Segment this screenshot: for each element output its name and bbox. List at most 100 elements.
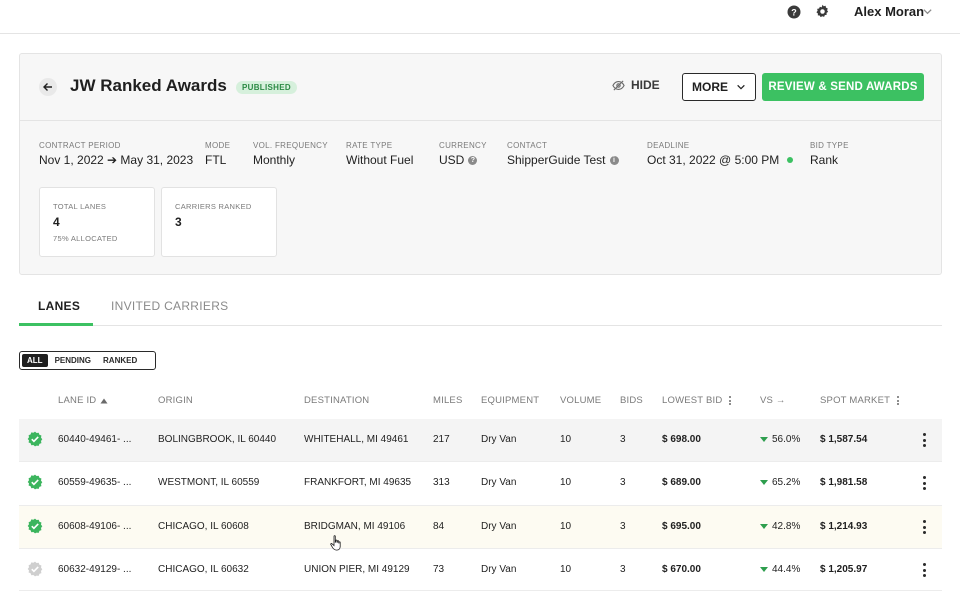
column-header-spot-market[interactable]: SPOT MARKET bbox=[820, 395, 900, 406]
cell-miles: 73 bbox=[433, 564, 445, 575]
cell-vs: 56.0% bbox=[760, 434, 800, 445]
vs-percent: 56.0% bbox=[772, 434, 801, 445]
column-header-vs[interactable]: VS → bbox=[760, 395, 786, 406]
chevron-down-icon bbox=[737, 84, 745, 90]
filter-pending[interactable]: PENDING bbox=[54, 356, 92, 365]
cell-vs: 42.8% bbox=[760, 521, 800, 532]
cell-origin: BOLINGBROOK, IL 60440 bbox=[158, 434, 277, 445]
card-header: JW Ranked Awards PUBLISHED HIDE MORE REV… bbox=[20, 54, 941, 121]
cell-miles: 217 bbox=[433, 434, 450, 445]
decrease-arrow-icon bbox=[760, 479, 768, 485]
bid-type-value: Rank bbox=[810, 153, 839, 167]
awarded-check-icon bbox=[27, 518, 43, 534]
row-menu-icon[interactable] bbox=[923, 520, 927, 534]
currency-label: CURRENCY bbox=[439, 141, 487, 150]
vs-percent: 44.4% bbox=[772, 564, 801, 575]
vol-frequency-label: VOL. FREQUENCY bbox=[253, 141, 328, 150]
question-circle-icon[interactable]: ? bbox=[468, 155, 478, 165]
column-header-destination[interactable]: DESTINATION bbox=[304, 395, 370, 406]
cell-origin: WESTMONT, IL 60559 bbox=[158, 477, 260, 488]
carriers-ranked-stat: CARRIERS RANKED 3 bbox=[161, 187, 277, 257]
lane-id-header-label: LANE ID bbox=[58, 395, 97, 406]
cell-miles: 313 bbox=[433, 477, 450, 488]
row-menu-icon[interactable] bbox=[923, 476, 927, 490]
cell-lane-id[interactable]: 60608-49106- ... bbox=[58, 521, 132, 532]
cell-equipment: Dry Van bbox=[481, 564, 517, 575]
column-header-lowest-bid[interactable]: LOWEST BID bbox=[662, 395, 732, 406]
row-menu-icon[interactable] bbox=[923, 563, 927, 577]
more-button[interactable]: MORE bbox=[682, 73, 756, 101]
table-row[interactable]: 60440-49461- ... BOLINGBROOK, IL 60440 WHI… bbox=[19, 419, 942, 462]
pending-check-icon bbox=[27, 561, 43, 577]
cell-volume: 10 bbox=[560, 477, 572, 488]
carriers-ranked-value: 3 bbox=[175, 215, 182, 229]
hand-cursor-icon bbox=[330, 535, 341, 551]
cell-bids: 3 bbox=[620, 521, 626, 532]
table-row[interactable]: 60559-49635- ... WESTMONT, IL 60559 FRANKF… bbox=[19, 462, 942, 506]
spot-market-header-label: SPOT MARKET bbox=[820, 395, 891, 406]
cell-lowest-bid: $ 689.00 bbox=[662, 477, 701, 488]
cell-spot-market: $ 1,587.54 bbox=[820, 434, 868, 445]
currency-value: USD bbox=[439, 153, 465, 167]
cell-lowest-bid: $ 698.00 bbox=[662, 434, 701, 445]
vs-percent: 65.2% bbox=[772, 477, 801, 488]
row-menu-icon[interactable] bbox=[923, 433, 927, 447]
info-icon[interactable]: i bbox=[609, 155, 619, 165]
gear-icon[interactable] bbox=[815, 4, 830, 19]
cell-lane-id[interactable]: 60632-49129- ... bbox=[58, 564, 132, 575]
filter-ranked[interactable]: RANKED bbox=[103, 356, 138, 365]
column-header-origin[interactable]: ORIGIN bbox=[158, 395, 193, 406]
column-header-miles[interactable]: MILES bbox=[433, 395, 463, 406]
cell-spot-market: $ 1,214.93 bbox=[820, 521, 868, 532]
column-menu-icon[interactable] bbox=[897, 396, 900, 405]
hide-button[interactable]: HIDE bbox=[612, 78, 660, 92]
allocated-percent: 75% ALLOCATED bbox=[53, 234, 118, 243]
column-header-equipment[interactable]: EQUIPMENT bbox=[481, 395, 540, 406]
tab-invited-carriers[interactable]: INVITED CARRIERS bbox=[111, 299, 229, 313]
more-label: MORE bbox=[692, 80, 728, 94]
active-tab-indicator bbox=[19, 323, 93, 326]
cell-spot-market: $ 1,205.97 bbox=[820, 564, 868, 575]
table-row[interactable]: 60608-49106- ... CHICAGO, IL 60608 BRIDGMA… bbox=[19, 506, 942, 549]
total-lanes-value: 4 bbox=[53, 215, 60, 229]
deadline-value: Oct 31, 2022 @ 5:00 PM bbox=[647, 153, 780, 167]
cell-bids: 3 bbox=[620, 434, 626, 445]
cell-equipment: Dry Van bbox=[481, 521, 517, 532]
cell-lowest-bid: $ 670.00 bbox=[662, 564, 701, 575]
user-name[interactable]: Alex Moran bbox=[854, 4, 925, 19]
cell-volume: 10 bbox=[560, 564, 572, 575]
contract-period-label: CONTRACT PERIOD bbox=[39, 141, 121, 150]
mode-label: MODE bbox=[205, 141, 231, 150]
deadline-field: Oct 31, 2022 @ 5:00 PM bbox=[647, 153, 794, 167]
contract-summary-card: JW Ranked Awards PUBLISHED HIDE MORE REV… bbox=[19, 53, 942, 275]
column-header-bids[interactable]: BIDS bbox=[620, 395, 643, 406]
status-dot-icon bbox=[787, 157, 794, 163]
cell-lane-id[interactable]: 60440-49461- ... bbox=[58, 434, 132, 445]
back-button[interactable] bbox=[39, 78, 57, 96]
contract-period-value: Nov 1, 2022 ➔ May 31, 2023 bbox=[39, 153, 194, 167]
eye-slash-icon bbox=[612, 79, 625, 91]
vol-frequency-value: Monthly bbox=[253, 153, 296, 167]
deadline-label: DEADLINE bbox=[647, 141, 690, 150]
cell-vs: 65.2% bbox=[760, 477, 800, 488]
cell-lane-id[interactable]: 60559-49635- ... bbox=[58, 477, 132, 488]
column-header-volume[interactable]: VOLUME bbox=[560, 395, 602, 406]
review-send-awards-button[interactable]: REVIEW & SEND AWARDS bbox=[762, 73, 924, 101]
mode-value: FTL bbox=[205, 153, 227, 167]
filter-all[interactable]: ALL bbox=[22, 354, 48, 367]
tab-lanes[interactable]: LANES bbox=[38, 299, 81, 313]
decrease-arrow-icon bbox=[760, 523, 768, 529]
table-row[interactable]: 60632-49129- ... CHICAGO, IL 60632 UNION P… bbox=[19, 549, 942, 591]
column-menu-icon[interactable] bbox=[729, 396, 732, 405]
cell-spot-market: $ 1,981.58 bbox=[820, 477, 868, 488]
question-circle-icon[interactable]: ? bbox=[787, 5, 801, 19]
top-bar: ? Alex Moran bbox=[0, 0, 960, 34]
arrow-left-icon bbox=[43, 83, 52, 91]
column-header-lane-id[interactable]: LANE ID bbox=[58, 395, 108, 406]
sort-ascending-icon bbox=[100, 398, 108, 403]
cell-volume: 10 bbox=[560, 521, 572, 532]
rate-type-value: Without Fuel bbox=[346, 153, 414, 167]
cell-volume: 10 bbox=[560, 434, 572, 445]
chevron-down-icon[interactable] bbox=[922, 6, 933, 17]
cell-vs: 44.4% bbox=[760, 564, 800, 575]
